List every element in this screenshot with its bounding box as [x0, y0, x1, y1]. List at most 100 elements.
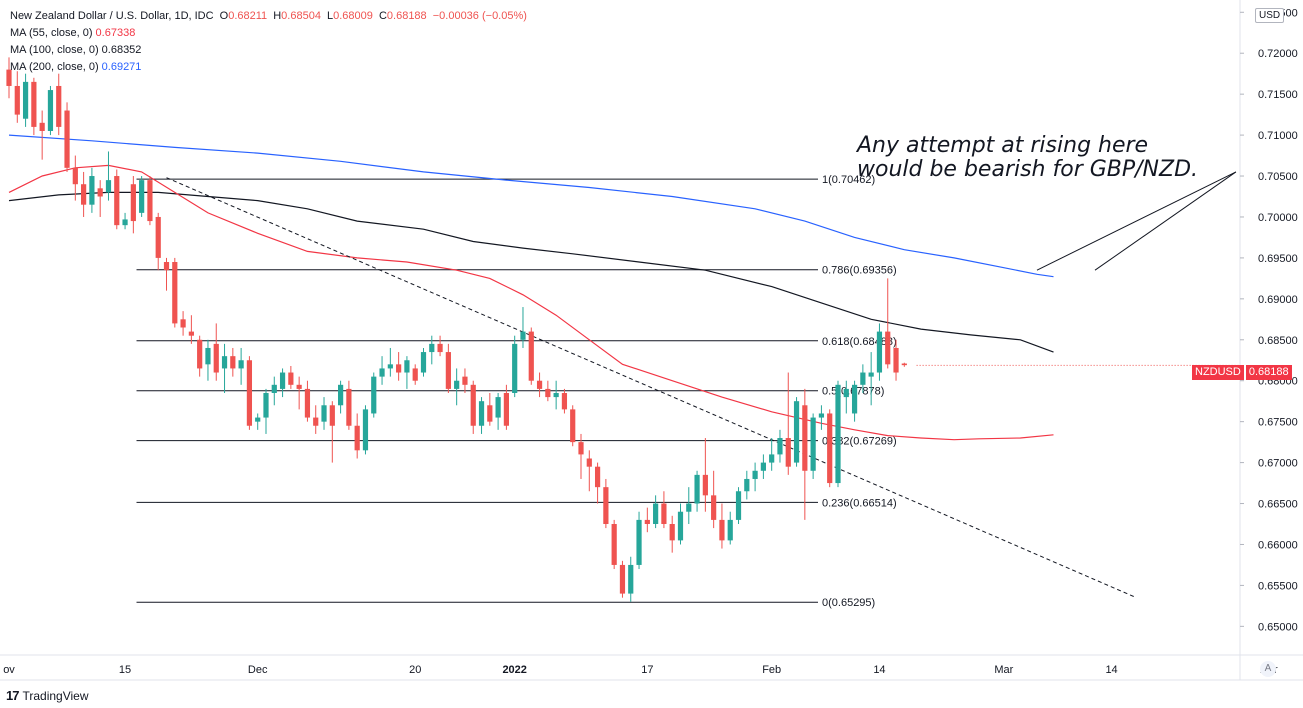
candle-body: [487, 405, 493, 422]
auto-scale-button[interactable]: A: [1260, 661, 1276, 677]
candle-body: [885, 331, 891, 365]
currency-selector[interactable]: USD: [1255, 8, 1285, 23]
fib-label: 0(0.65295): [822, 597, 875, 609]
y-tick-label: 0.70500: [1258, 171, 1298, 183]
y-tick-label: 0.70000: [1258, 212, 1298, 224]
candle: [56, 73, 62, 136]
x-tick-label: 14: [1105, 664, 1117, 676]
candle-body: [561, 393, 568, 410]
candle: [553, 380, 559, 410]
candle-body: [81, 184, 87, 205]
candle: [893, 339, 899, 381]
candle: [719, 503, 725, 549]
fib-label: 0.786(0.69356): [822, 265, 897, 277]
candle-body: [661, 503, 667, 524]
candle: [661, 491, 667, 529]
low-value: 0.68009: [333, 10, 373, 22]
candle-body: [114, 176, 120, 226]
candle-body: [536, 380, 543, 389]
y-tick-label: 0.69500: [1258, 253, 1298, 265]
legend-title: New Zealand Dollar / U.S. Dollar, 1D, ID…: [10, 10, 214, 22]
candle-body: [155, 216, 161, 258]
candle: [686, 487, 692, 524]
candle-body: [255, 417, 261, 422]
candle: [122, 212, 128, 230]
candle-body: [22, 81, 29, 119]
candle-body: [387, 364, 393, 369]
candle-body: [246, 360, 253, 426]
candle-body: [512, 343, 518, 393]
candle: [338, 380, 344, 414]
ma200-line: [8, 134, 1054, 278]
candle: [172, 257, 178, 328]
candle: [570, 405, 576, 447]
candle: [594, 462, 601, 504]
candle: [603, 478, 609, 529]
candle-body: [810, 417, 816, 471]
annotation-line-1: Any attempt at rising here: [857, 133, 1149, 158]
candle: [105, 151, 112, 201]
candle-body: [818, 413, 825, 418]
candle: [512, 335, 518, 398]
candle-body: [876, 331, 883, 373]
legend-ma200-row[interactable]: MA (200, close, 0) 0.69271: [10, 59, 527, 76]
tradingview-brand[interactable]: 17 TradingView: [6, 688, 89, 703]
candle-body: [520, 331, 526, 340]
candle: [818, 405, 825, 430]
candle-body: [851, 384, 858, 414]
candle-body: [6, 69, 12, 86]
candle: [155, 212, 161, 271]
candle-body: [313, 417, 319, 426]
candle: [354, 413, 360, 459]
high-label: H: [273, 10, 282, 22]
candle-body: [362, 409, 369, 451]
ma200-value: 0.69271: [101, 61, 142, 73]
candle-body: [636, 519, 642, 565]
candle: [711, 470, 717, 529]
candle: [72, 155, 78, 201]
candle-body: [396, 364, 402, 373]
candle-body: [420, 352, 427, 373]
candle-body: [163, 262, 170, 271]
candle-body: [503, 393, 509, 426]
candle: [702, 438, 708, 512]
ma200-label: MA (200, close, 0): [10, 61, 99, 73]
candle: [769, 438, 775, 471]
candle: [271, 376, 277, 406]
candle-body: [793, 401, 800, 463]
candle: [611, 519, 617, 570]
candle: [735, 487, 742, 524]
candle: [653, 495, 659, 529]
candle-body: [669, 524, 675, 541]
legend-ma100-row[interactable]: MA (100, close, 0) 0.68352: [10, 42, 527, 59]
candle-body: [72, 167, 78, 185]
ma100-label: MA (100, close, 0): [10, 44, 99, 56]
legend-ma55-row[interactable]: MA (55, close, 0) 0.67338: [10, 25, 527, 42]
candle-body: [354, 425, 360, 451]
candle-body: [603, 487, 609, 524]
candle-body: [653, 503, 659, 524]
candle: [371, 372, 377, 418]
candle: [22, 73, 29, 127]
candle-body: [470, 384, 476, 426]
open-value: 0.68211: [228, 10, 268, 22]
candle-body: [843, 388, 849, 398]
candle: [586, 450, 592, 492]
candle-body: [628, 564, 634, 594]
x-tick-label: 14: [873, 664, 885, 676]
close-label: C: [378, 10, 387, 22]
x-tick-label: 2022: [502, 664, 526, 676]
y-tick-label: 0.69000: [1258, 294, 1298, 306]
candle-body: [711, 495, 717, 520]
candle: [528, 327, 534, 385]
chart-annotation: Any attempt at rising here would be bear…: [857, 134, 1198, 182]
candle: [188, 315, 194, 344]
x-tick-label: Feb: [762, 664, 781, 676]
x-tick-label: 20: [409, 664, 421, 676]
candle: [520, 307, 526, 348]
candle: [379, 356, 385, 385]
candle-body: [412, 368, 418, 381]
candle-body: [445, 352, 451, 389]
